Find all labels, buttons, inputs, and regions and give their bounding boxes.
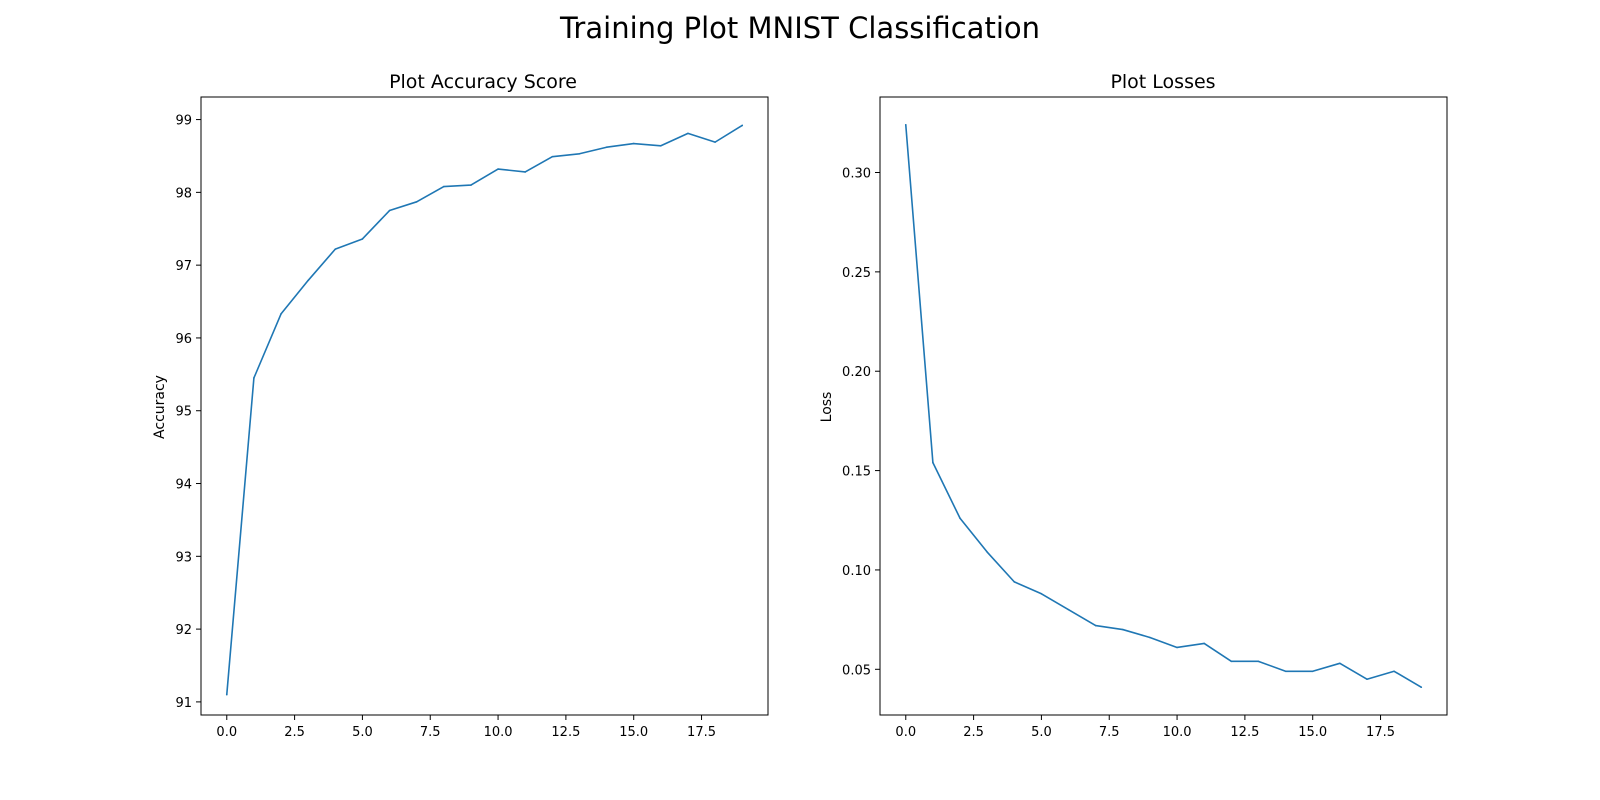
loss-x-tick-label: 7.5 (1099, 725, 1120, 740)
loss-data-point (1149, 636, 1151, 639)
accuracy-y-tick-label: 93 (175, 550, 192, 565)
accuracy-x-ticks: 0.0 2.5 5.0 7.5 10.0 12.5 15.0 17.5 (216, 715, 716, 740)
loss-y-tick-label: 0.05 (842, 663, 871, 678)
accuracy-data-point (443, 185, 445, 188)
accuracy-y-tick-label: 96 (175, 332, 192, 347)
loss-series-line (904, 124, 1423, 688)
accuracy-data-point (497, 168, 499, 170)
loss-y-ticks: 0.05 0.10 0.15 0.20 0.25 0.30 (842, 167, 880, 678)
loss-series (904, 124, 1423, 688)
accuracy-data-point (334, 248, 337, 250)
loss-y-tick-label: 0.25 (842, 266, 871, 281)
loss-x-tick-label: 2.5 (963, 725, 984, 740)
accuracy-data-point (225, 693, 228, 696)
loss-x-tick-label: 17.5 (1366, 725, 1395, 740)
accuracy-data-point (741, 124, 744, 127)
loss-x-tick-label: 12.5 (1230, 725, 1259, 740)
loss-data-point (1311, 670, 1314, 673)
loss-data-point (1013, 581, 1016, 583)
loss-x-tick-label: 5.0 (1031, 725, 1052, 740)
accuracy-subplot: Plot Accuracy Score Accuracy 0.0 2.5 5.0 7.… (152, 71, 769, 740)
accuracy-x-tick-label: 15.0 (619, 725, 648, 740)
loss-x-tick-label: 0.0 (895, 725, 916, 740)
accuracy-data-point (551, 155, 554, 158)
accuracy-y-tick-label: 91 (175, 696, 192, 711)
accuracy-x-tick-label: 12.5 (551, 725, 580, 740)
accuracy-data-point (605, 146, 608, 149)
accuracy-axes-frame (200, 96, 769, 716)
loss-data-point (1257, 660, 1260, 663)
accuracy-x-tick-label: 2.5 (284, 725, 305, 740)
accuracy-plot-title: Plot Accuracy Score (389, 71, 577, 93)
accuracy-y-tick-label: 92 (175, 623, 192, 638)
accuracy-x-tick-label: 5.0 (352, 725, 373, 740)
loss-data-point (1067, 608, 1070, 611)
loss-data-point (1393, 670, 1395, 673)
loss-y-tick-label: 0.30 (842, 167, 871, 182)
accuracy-data-point (470, 184, 472, 186)
loss-y-axis-label: Loss (819, 392, 835, 423)
loss-subplot: Plot Losses Loss 0.0 2.5 5.0 7.5 10.0 12.5 15.… (819, 71, 1448, 740)
accuracy-data-point (578, 152, 581, 155)
accuracy-data-point (388, 209, 391, 212)
loss-data-point (904, 124, 907, 126)
loss-data-point (1284, 670, 1287, 673)
loss-y-tick-label: 0.15 (842, 465, 871, 480)
loss-x-tick-label: 10.0 (1163, 725, 1192, 740)
accuracy-y-tick-label: 99 (175, 114, 192, 129)
loss-x-ticks: 0.0 2.5 5.0 7.5 10.0 12.5 15.0 17.5 (895, 715, 1395, 740)
accuracy-data-point (415, 201, 418, 203)
loss-data-point (1040, 592, 1043, 595)
loss-plot-title: Plot Losses (1110, 71, 1215, 93)
loss-y-tick-label: 0.10 (842, 564, 871, 579)
loss-data-point (1339, 662, 1341, 665)
accuracy-series (225, 124, 744, 696)
loss-data-point (1094, 624, 1097, 627)
loss-data-point (1122, 628, 1124, 631)
loss-data-point (1230, 660, 1233, 663)
accuracy-y-tick-label: 94 (175, 478, 192, 493)
loss-data-point (932, 461, 934, 464)
accuracy-x-tick-label: 17.5 (687, 725, 716, 740)
loss-axes-frame (879, 96, 1448, 716)
accuracy-y-ticks: 91 92 93 94 95 96 97 98 99 (175, 114, 201, 711)
accuracy-x-tick-label: 10.0 (484, 725, 513, 740)
accuracy-data-point (714, 141, 716, 143)
accuracy-data-point (632, 142, 635, 145)
accuracy-y-tick-label: 95 (175, 405, 192, 420)
accuracy-data-point (280, 313, 282, 315)
accuracy-series-line (225, 124, 744, 696)
accuracy-data-point (524, 171, 526, 173)
loss-data-point (1366, 678, 1368, 681)
accuracy-data-point (361, 238, 364, 240)
accuracy-x-tick-label: 0.0 (216, 725, 237, 740)
accuracy-data-point (253, 377, 255, 379)
loss-data-point (986, 551, 988, 553)
figure-title: Training Plot MNIST Classification (559, 11, 1040, 45)
loss-y-tick-label: 0.20 (842, 365, 871, 380)
loss-data-point (1203, 642, 1205, 645)
accuracy-data-point (687, 132, 689, 135)
accuracy-y-tick-label: 98 (175, 186, 192, 201)
loss-data-point (1420, 686, 1423, 688)
loss-data-point (1176, 646, 1178, 649)
accuracy-y-axis-label: Accuracy (152, 375, 168, 439)
accuracy-data-point (660, 144, 662, 147)
loss-data-point (959, 517, 961, 520)
loss-x-tick-label: 15.0 (1298, 725, 1327, 740)
accuracy-y-tick-label: 97 (175, 259, 192, 274)
accuracy-x-tick-label: 7.5 (420, 725, 441, 740)
accuracy-data-point (307, 279, 309, 282)
